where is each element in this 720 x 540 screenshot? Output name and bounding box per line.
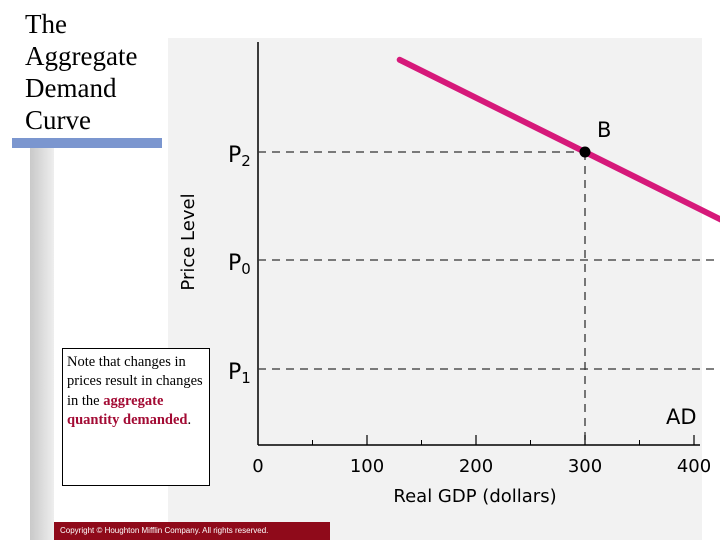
note-period: .: [187, 412, 192, 429]
left-decorative-bar: [30, 148, 54, 540]
slide-title: The Aggregate Demand Curve: [25, 9, 138, 135]
note-highlight: aggregate quantity demanded: [67, 392, 188, 429]
x-axis-title: Real GDP (dollars): [393, 486, 556, 507]
y-tick-label: P2: [228, 143, 251, 170]
y-tick-label: P0: [228, 251, 251, 278]
x-tick-label: 200: [459, 456, 493, 477]
ad-curve: [396, 56, 720, 223]
chart-background: [168, 38, 702, 540]
x-tick-label: 0: [252, 456, 263, 477]
title-underline: [12, 138, 162, 148]
series-label-ad: AD: [666, 405, 697, 429]
point-B: [579, 146, 591, 158]
x-tick-label: 100: [350, 456, 384, 477]
note-box: Note that changes in prices result in ch…: [62, 348, 210, 486]
point-label-B: B: [597, 118, 611, 142]
x-tick-label: 300: [568, 456, 602, 477]
copyright-footer: Copyright © Houghton Mifflin Company. Al…: [54, 522, 330, 540]
x-tick-label: 400: [677, 456, 711, 477]
y-tick-label: P1: [228, 360, 251, 387]
note-text: Note that changes in prices result in ch…: [67, 354, 203, 409]
y-axis-title: Price Level: [178, 193, 199, 290]
